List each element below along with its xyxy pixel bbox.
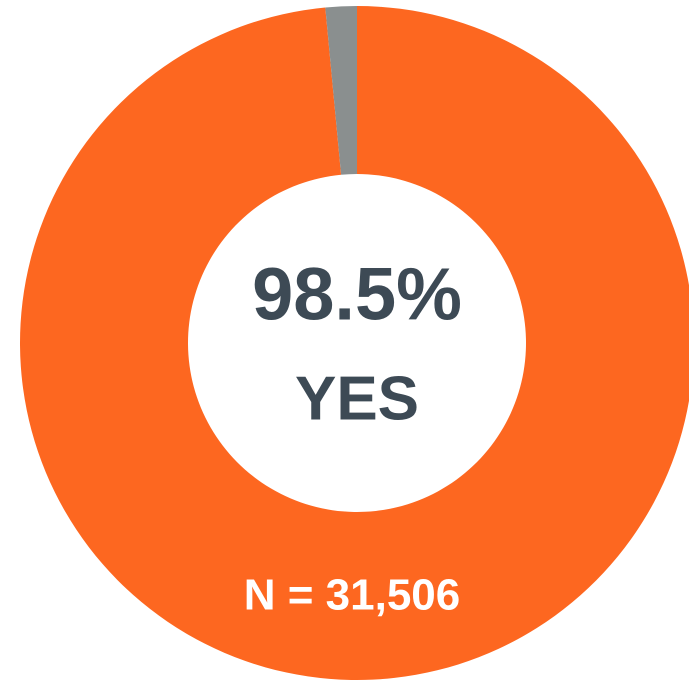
center-category-label: YES [295, 364, 419, 433]
annotation: N = 31,506 [244, 571, 461, 620]
slice [325, 6, 357, 175]
slices [20, 6, 689, 680]
slice [20, 6, 689, 680]
center-value-label: 98.5% [252, 253, 462, 336]
